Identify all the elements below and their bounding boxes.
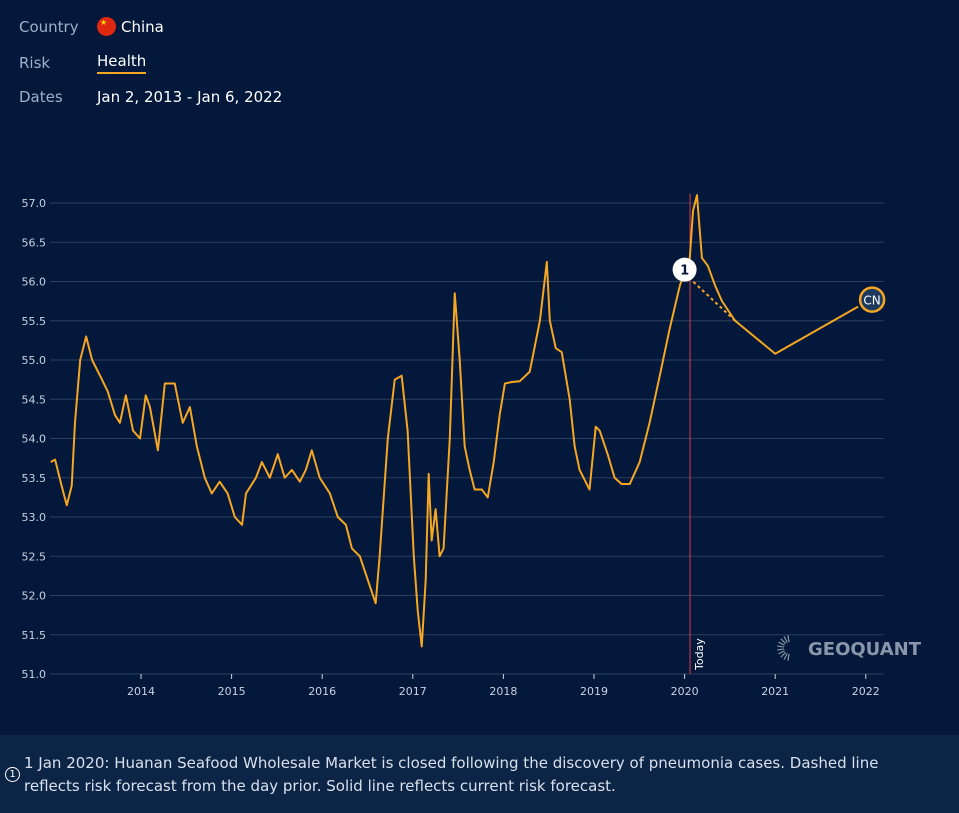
y-tick-label: 53.0 <box>22 511 47 524</box>
dates-value[interactable]: Jan 2, 2013 - Jan 6, 2022 <box>97 88 283 106</box>
geoquant-logo-icon <box>783 653 788 660</box>
country-label: Country <box>19 17 79 36</box>
x-tick-label: 2014 <box>127 685 155 698</box>
x-tick-label: 2015 <box>218 685 246 698</box>
risk-label: Risk <box>19 54 51 72</box>
y-tick-label: 57.0 <box>22 197 47 210</box>
risk-filter[interactable]: Risk Health <box>19 52 147 74</box>
geoquant-logo-icon <box>777 645 785 648</box>
geoquant-logo-icon <box>778 641 785 646</box>
geoquant-logo-icon <box>780 638 787 645</box>
x-tick-label: 2021 <box>761 685 789 698</box>
y-tick-label: 51.5 <box>22 629 47 642</box>
annotation-label: 1 <box>680 264 689 279</box>
y-tick-label: 54.0 <box>22 433 47 446</box>
y-tick-label: 55.0 <box>22 354 47 367</box>
geoquant-logo-icon <box>777 648 785 651</box>
geoquant-logo-icon <box>787 635 790 643</box>
geoquant-logo-icon <box>780 651 787 658</box>
x-tick-label: 2019 <box>580 685 608 698</box>
x-tick-label: 2022 <box>852 685 880 698</box>
risk-value[interactable]: Health <box>97 52 147 74</box>
dates-filter[interactable]: Dates Jan 2, 2013 - Jan 6, 2022 <box>19 88 282 106</box>
risk-line-chart: 51.0 51.5 52.0 52.5 53.0 53.5 54.0 54.5 55.0 55.5… <box>22 193 922 698</box>
geoquant-logo-icon <box>783 636 788 643</box>
end-marker <box>858 286 886 313</box>
y-tick-label: 53.5 <box>22 472 47 485</box>
forecast-dashed-line <box>683 272 736 322</box>
footnote-panel <box>0 735 959 813</box>
y-tick-label: 55.5 <box>22 315 47 328</box>
y-tick-label: 54.5 <box>22 393 47 406</box>
footnote-text: 1 Jan 2020: Huanan Seafood Wholesale Mar… <box>24 754 879 795</box>
y-tick-label: 52.0 <box>22 590 47 603</box>
risk-series-line <box>50 194 859 648</box>
china-flag-icon <box>97 17 116 36</box>
y-tick-label: 56.0 <box>22 276 47 289</box>
x-tick-label: 2018 <box>489 685 517 698</box>
y-tick-label: 56.5 <box>22 236 47 249</box>
y-tick-label: 51.0 <box>22 668 47 681</box>
country-filter[interactable]: Country China <box>19 17 164 36</box>
watermark-text: GEOQUANT <box>808 639 922 660</box>
geoquant-logo-icon <box>787 653 790 661</box>
dates-label: Dates <box>19 88 63 106</box>
y-tick-label: 52.5 <box>22 550 47 563</box>
country-value[interactable]: China <box>121 17 164 36</box>
geoquant-logo-icon <box>778 650 785 655</box>
x-tick-label: 2016 <box>308 685 336 698</box>
annotation-marker <box>672 257 697 282</box>
footnote-badge: 1 <box>5 767 20 782</box>
x-tick-label: 2020 <box>671 685 699 698</box>
today-label: Today <box>693 638 706 671</box>
end-label: CN <box>863 294 880 308</box>
x-tick-label: 2017 <box>399 685 427 698</box>
